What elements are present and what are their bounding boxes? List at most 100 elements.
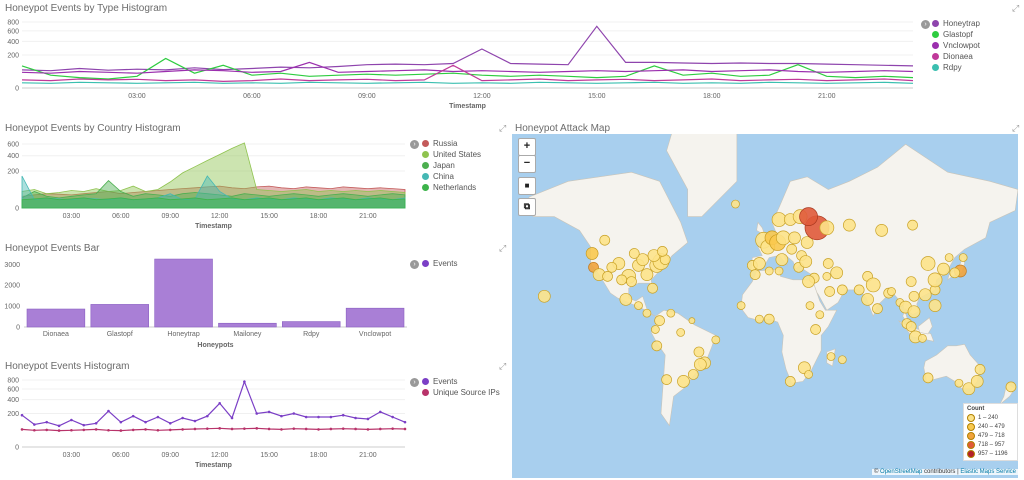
legend-item-events-1[interactable]: Unique Source IPs [422, 387, 500, 398]
data-point-unique-source-ips [354, 427, 357, 431]
data-point-unique-source-ips [156, 428, 160, 432]
legend-label: Netherlands [433, 183, 477, 192]
expand-icon[interactable]: ⤢ [499, 361, 507, 371]
country-histogram-panel: Honeypot Events by Country Histogram ⤢ 6… [0, 120, 510, 238]
legend-dot [422, 184, 429, 191]
attack-marker [842, 218, 856, 232]
attack-marker [640, 268, 654, 281]
expand-icon[interactable]: ⤢ [1012, 123, 1020, 133]
events-bar-legend: Events [422, 258, 457, 269]
attack-marker [711, 335, 721, 345]
expand-icon[interactable]: ⤢ [499, 123, 507, 133]
attack-marker [907, 305, 921, 319]
y-tick-label: 3000 [4, 262, 20, 269]
attack-marker [918, 334, 927, 343]
attack-marker [830, 266, 844, 280]
legend-toggle-icon[interactable]: › [410, 140, 419, 149]
zoom-out-button[interactable]: − [518, 155, 536, 173]
legend-toggle-icon[interactable]: › [921, 20, 930, 29]
fit-bounds-icon[interactable]: ⧉ [518, 198, 536, 216]
attack-marker [784, 376, 796, 387]
map-legend-swatch [967, 431, 975, 440]
land-greenland [666, 134, 738, 217]
legend-item-country-4[interactable]: Netherlands [422, 182, 481, 193]
data-point-events [168, 422, 172, 425]
bar-glastopf [90, 304, 149, 328]
data-point-unique-source-ips [144, 428, 147, 431]
y-tick-label: 200 [7, 53, 19, 60]
x-tick-label: 12:00 [473, 93, 491, 100]
attack-marker [928, 299, 942, 312]
attack-marker [651, 325, 660, 334]
data-point-unique-source-ips [206, 427, 209, 430]
attack-map[interactable] [512, 134, 1018, 478]
legend-item-country-2[interactable]: Japan [422, 160, 481, 171]
legend-toggle-icon[interactable]: › [410, 260, 419, 269]
attack-marker [819, 220, 835, 236]
attack-marker [887, 287, 896, 296]
legend-dot [422, 151, 429, 158]
data-point-unique-source-ips [391, 427, 394, 430]
map-legend-swatch [967, 422, 975, 431]
elastic-maps-link[interactable]: Elastic Maps Service [960, 469, 1016, 475]
series-line-unique-source-ips [21, 427, 406, 432]
legend-label: United States [433, 150, 482, 159]
attack-marker [642, 308, 652, 318]
y-tick-label: 400 [7, 397, 19, 404]
series-line-dionaea [21, 64, 914, 83]
legend-item-type-2[interactable]: Vnclowpot [932, 40, 980, 51]
legend-item-country-1[interactable]: United States [422, 149, 481, 160]
legend-item-type-4[interactable]: Rdpy [932, 62, 980, 73]
attack-marker [944, 253, 954, 262]
x-tick-label: Vnclowpot [359, 331, 391, 338]
legend-item-type-3[interactable]: Dionaea [932, 51, 980, 62]
legend-item-country-3[interactable]: China [422, 171, 481, 182]
data-point-unique-source-ips [107, 428, 110, 432]
legend-item-country-0[interactable]: Russia [422, 138, 481, 149]
x-tick-label: 18:00 [310, 452, 328, 459]
map-legend-label: 957 – 1196 [978, 450, 1008, 457]
draw-rectangle-icon[interactable]: ■ [518, 177, 536, 195]
expand-icon[interactable]: ⤢ [499, 243, 507, 253]
y-tick-label: 400 [7, 153, 19, 160]
expand-icon[interactable]: ⤢ [1012, 3, 1020, 13]
attack-marker [907, 219, 918, 231]
map-legend-label: 479 – 718 [978, 432, 1005, 439]
data-point-unique-source-ips [243, 427, 246, 430]
data-point-events [354, 416, 357, 420]
legend-dot [422, 173, 429, 180]
attack-marker [962, 382, 976, 396]
attack-marker [774, 266, 784, 276]
attack-marker [804, 370, 813, 379]
attack-marker [749, 269, 761, 280]
x-tick-label: 15:00 [588, 93, 606, 100]
series-line-events [21, 379, 406, 427]
x-axis-title: Timestamp [449, 103, 486, 110]
attack-marker [800, 236, 814, 249]
attack-marker [836, 284, 848, 296]
zoom-in-button[interactable]: + [518, 138, 536, 156]
legend-item-bar-0[interactable]: Events [422, 258, 457, 269]
data-point-events [144, 420, 147, 424]
y-tick-label: 200 [7, 169, 19, 176]
attack-marker [824, 286, 836, 297]
legend-item-events-0[interactable]: Events [422, 376, 500, 387]
y-tick-label: 400 [7, 39, 19, 46]
attack-marker [666, 308, 676, 318]
legend-item-type-1[interactable]: Glastopf [932, 29, 980, 40]
y-tick-label: 0 [15, 445, 19, 452]
osm-link[interactable]: OpenStreetMap [880, 469, 923, 475]
attack-map-title: Honeypot Attack Map [515, 123, 611, 134]
y-tick-label: 800 [7, 20, 19, 27]
attack-marker [826, 352, 836, 361]
legend-toggle-icon[interactable]: › [410, 378, 419, 387]
x-tick-label: 18:00 [703, 93, 721, 100]
legend-item-type-0[interactable]: Honeytrap [932, 18, 980, 29]
attack-marker [875, 224, 889, 237]
attack-marker [802, 275, 815, 288]
data-point-unique-source-ips [33, 428, 36, 432]
series-area-netherlands [21, 197, 406, 209]
attack-marker [949, 267, 961, 279]
x-tick-label: Glastopf [107, 331, 133, 338]
